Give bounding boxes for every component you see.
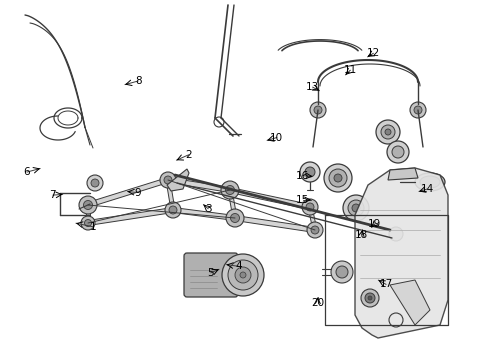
Circle shape [305,167,315,177]
Text: 4: 4 [236,261,243,271]
Circle shape [368,296,372,300]
Circle shape [331,261,353,283]
Circle shape [79,196,97,214]
Polygon shape [355,168,448,338]
Polygon shape [172,207,235,220]
Circle shape [385,129,391,135]
Circle shape [226,209,244,227]
Circle shape [91,179,99,187]
Circle shape [235,267,251,283]
Circle shape [352,204,360,212]
Circle shape [300,162,320,182]
Circle shape [169,206,177,214]
Circle shape [311,226,319,234]
Circle shape [240,272,246,278]
Circle shape [314,106,322,114]
Circle shape [387,141,409,163]
Text: 13: 13 [306,82,319,92]
Text: 9: 9 [135,188,142,198]
Polygon shape [229,188,311,210]
Circle shape [222,254,264,296]
Circle shape [348,200,364,216]
Circle shape [329,169,347,187]
Text: 7: 7 [49,190,56,200]
Circle shape [307,222,323,238]
Text: 20: 20 [311,298,324,308]
Circle shape [225,185,235,194]
Text: 11: 11 [343,65,357,75]
Polygon shape [168,177,230,193]
Circle shape [414,106,422,114]
Circle shape [334,174,342,182]
Circle shape [160,172,176,188]
Circle shape [228,260,258,290]
Text: 18: 18 [355,230,368,240]
Circle shape [336,266,348,278]
Circle shape [410,102,426,118]
Circle shape [389,227,403,241]
Circle shape [343,195,369,221]
Text: 16: 16 [296,171,310,181]
Polygon shape [388,168,418,180]
Circle shape [324,164,352,192]
Circle shape [381,125,395,139]
Circle shape [306,203,314,211]
Circle shape [361,289,379,307]
Text: 12: 12 [367,48,380,58]
Text: 17: 17 [379,279,393,289]
Text: 10: 10 [270,132,283,143]
Polygon shape [87,177,169,207]
Polygon shape [167,169,189,191]
Polygon shape [228,190,237,219]
Text: 5: 5 [207,268,214,278]
Circle shape [83,201,93,210]
Polygon shape [86,205,90,223]
Circle shape [165,202,181,218]
Ellipse shape [415,173,445,191]
Polygon shape [166,180,175,210]
Circle shape [310,102,326,118]
FancyBboxPatch shape [184,253,238,297]
Circle shape [81,216,95,230]
Text: 8: 8 [135,76,142,86]
Circle shape [230,213,240,222]
Text: 3: 3 [205,204,212,214]
Circle shape [84,220,92,226]
Circle shape [302,199,318,215]
Text: 14: 14 [420,184,434,194]
Polygon shape [308,207,317,230]
Circle shape [392,146,404,158]
Circle shape [365,293,375,303]
Text: 19: 19 [368,219,382,229]
Circle shape [87,175,103,191]
Polygon shape [88,207,173,225]
Circle shape [221,181,239,199]
Polygon shape [390,280,430,325]
Circle shape [164,176,172,184]
Text: 1: 1 [90,222,97,232]
Text: 2: 2 [185,150,192,160]
Text: 15: 15 [296,195,310,205]
Ellipse shape [420,176,440,188]
Polygon shape [235,216,316,233]
Circle shape [376,120,400,144]
Text: 6: 6 [24,167,30,177]
